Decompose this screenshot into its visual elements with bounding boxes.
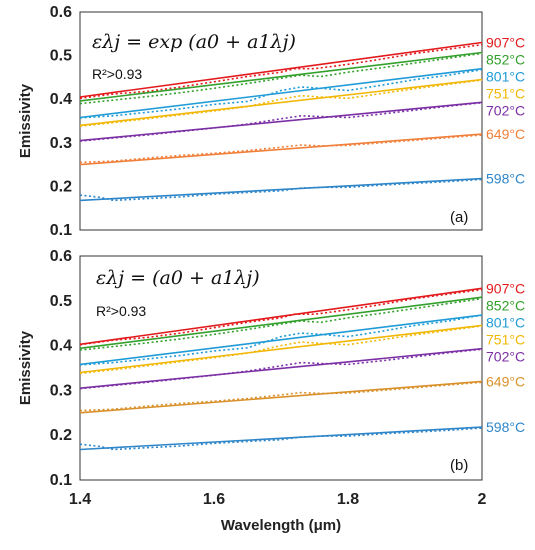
panel-a-y-tick-4: 0.5 — [50, 48, 72, 65]
panel-a-y-tick-2: 0.3 — [50, 135, 72, 152]
panel-a-r2: R²>0.93 — [92, 66, 142, 82]
series-598-fit-line — [79, 426, 483, 451]
series-852-fit-line — [79, 51, 483, 102]
panel-a: 0.1 0.2 0.3 0.4 0.5 0.6 907°C852°C801°C751°C7… — [17, 4, 525, 239]
series-751-fit-line — [79, 78, 483, 127]
panel-a-y-tick-0: 0.1 — [50, 222, 72, 239]
panel-b-series — [79, 287, 483, 451]
panel-b-y-axis-label: Emissivity — [17, 330, 34, 405]
x-tick-1: 1.6 — [203, 491, 225, 508]
panel-a-y-tick-5: 0.6 — [50, 4, 72, 21]
legend-label-907: 907°C — [486, 35, 525, 51]
series-702-fit-line — [79, 101, 483, 142]
panel-b-equation: ελj = (a0 + a1λj) — [96, 267, 260, 289]
panel-b-y-tick-5: 0.6 — [50, 248, 72, 265]
x-axis-label: Wavelength (μm) — [221, 517, 341, 534]
x-tick-3: 2 — [478, 491, 487, 508]
legend-label-751: 751°C — [486, 331, 525, 347]
panel-b-y-tick-2: 0.3 — [50, 382, 72, 399]
legend-label-852: 852°C — [486, 297, 525, 313]
panel-b-label: (b) — [450, 457, 468, 474]
legend-label-702: 702°C — [486, 348, 525, 364]
legend-label-598: 598°C — [486, 419, 525, 435]
legend-label-598: 598°C — [486, 171, 525, 187]
panel-a-y-ticks: 0.1 0.2 0.3 0.4 0.5 0.6 — [50, 4, 72, 239]
series-801-measured-line — [79, 68, 483, 119]
panel-b-y-ticks: 0.1 0.2 0.3 0.4 0.5 0.6 — [50, 248, 72, 489]
panel-a-y-tick-3: 0.4 — [50, 91, 72, 108]
series-649-measured-line — [79, 381, 483, 412]
legend-label-649: 649°C — [486, 373, 525, 389]
panel-a-series — [79, 41, 483, 202]
series-598-fit-line — [79, 177, 483, 202]
series-649-measured-line — [79, 134, 483, 164]
legend-label-801: 801°C — [486, 69, 525, 85]
x-tick-0: 1.4 — [69, 491, 91, 508]
panel-b: 0.1 0.2 0.3 0.4 0.5 0.6 1.4 1.6 1.8 2 907°C852°C… — [17, 248, 525, 534]
series-751-measured-line — [79, 325, 483, 375]
panel-a-equation: ελj = exp (a0 + a1λj) — [92, 31, 296, 53]
series-852-measured-line — [79, 52, 483, 105]
legend-label-649: 649°C — [486, 126, 525, 142]
series-751-measured-line — [79, 79, 483, 127]
legend-label-852: 852°C — [486, 52, 525, 68]
series-801-fit-line — [79, 67, 483, 119]
series-801-fit-line — [79, 314, 483, 366]
series-598-measured-line — [79, 427, 483, 451]
legend-label-702: 702°C — [486, 103, 525, 119]
series-852-fit-line — [79, 296, 483, 350]
series-649-fit-line — [79, 380, 483, 414]
series-702-fit-line — [79, 347, 483, 389]
panel-b-x-ticks: 1.4 1.6 1.8 2 — [69, 491, 487, 508]
panel-b-y-tick-4: 0.5 — [50, 293, 72, 310]
panel-b-r2: R²>0.93 — [96, 303, 146, 319]
panel-b-y-tick-1: 0.2 — [50, 427, 72, 444]
panel-b-y-tick-3: 0.4 — [50, 338, 72, 355]
panel-b-y-tick-0: 0.1 — [50, 472, 72, 489]
series-801-measured-line — [79, 314, 483, 366]
series-751-fit-line — [79, 324, 483, 374]
legend-label-751: 751°C — [486, 86, 525, 102]
series-852-measured-line — [79, 297, 483, 351]
series-907-fit-line — [79, 41, 483, 98]
x-tick-2: 1.8 — [337, 491, 359, 508]
legend-label-907: 907°C — [486, 280, 525, 296]
series-649-fit-line — [79, 133, 483, 166]
series-907-fit-line — [79, 287, 483, 346]
panel-a-y-tick-1: 0.2 — [50, 178, 72, 195]
legend-label-801: 801°C — [486, 314, 525, 330]
panel-a-y-axis-label: Emissivity — [17, 83, 34, 158]
series-598-measured-line — [79, 178, 483, 202]
panel-a-label: (a) — [450, 209, 468, 226]
